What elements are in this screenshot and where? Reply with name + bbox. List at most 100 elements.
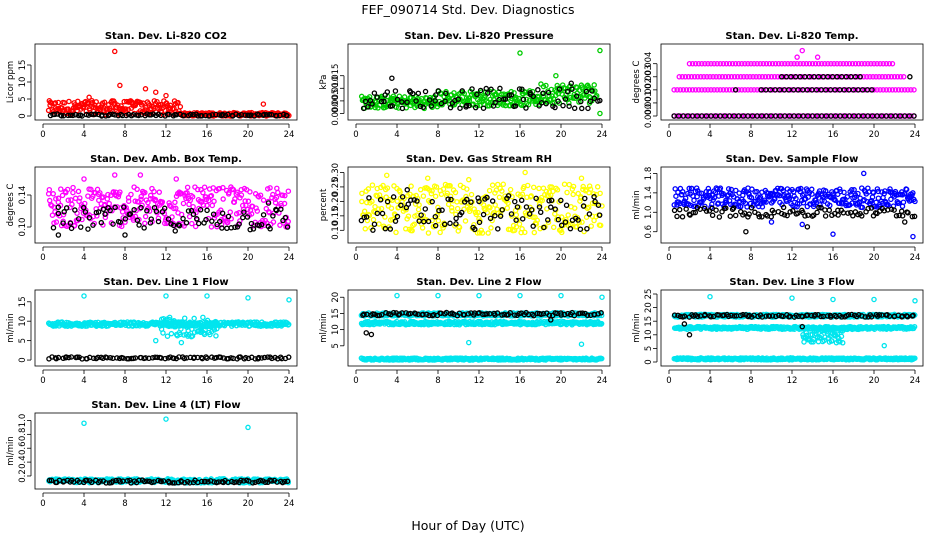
data-point bbox=[142, 220, 148, 227]
data-point bbox=[499, 188, 505, 194]
data-point bbox=[848, 187, 855, 193]
data-point bbox=[592, 88, 598, 94]
data-point bbox=[382, 225, 389, 232]
data-point bbox=[785, 60, 791, 67]
data-point bbox=[898, 87, 905, 93]
data-point bbox=[383, 172, 390, 179]
x-tick-label: 4 bbox=[707, 376, 712, 386]
data-point bbox=[813, 197, 819, 204]
data-point bbox=[254, 208, 261, 214]
data-point bbox=[60, 211, 67, 218]
data-point bbox=[685, 74, 692, 80]
y-tick-label: 0.10 bbox=[18, 218, 28, 237]
data-point bbox=[413, 311, 419, 317]
data-point bbox=[489, 198, 496, 204]
data-point bbox=[696, 190, 702, 196]
data-point bbox=[591, 95, 598, 102]
data-point bbox=[768, 213, 775, 220]
data-point bbox=[742, 87, 748, 93]
data-point bbox=[561, 311, 568, 318]
data-point bbox=[870, 74, 876, 80]
data-point bbox=[517, 50, 523, 56]
data-point bbox=[255, 354, 262, 361]
x-tick-label: 8 bbox=[122, 376, 127, 386]
data-point bbox=[555, 214, 561, 220]
data-point bbox=[854, 74, 861, 80]
data-point bbox=[730, 205, 737, 211]
data-point bbox=[733, 187, 739, 194]
data-point bbox=[563, 216, 569, 223]
data-point bbox=[172, 323, 179, 330]
y-tick-label: 0 bbox=[18, 113, 28, 118]
data-point bbox=[676, 206, 683, 213]
data-point bbox=[744, 204, 750, 210]
data-point bbox=[253, 205, 259, 211]
data-point bbox=[200, 189, 206, 196]
data-point bbox=[267, 226, 273, 232]
data-point bbox=[63, 354, 69, 360]
data-point bbox=[899, 213, 906, 219]
data-point bbox=[77, 224, 84, 230]
data-point bbox=[781, 212, 788, 218]
data-point bbox=[203, 216, 209, 223]
data-point bbox=[424, 175, 431, 181]
data-point bbox=[187, 111, 194, 118]
data-point bbox=[369, 101, 375, 107]
data-point bbox=[405, 201, 412, 207]
data-point bbox=[558, 197, 564, 204]
data-point bbox=[170, 222, 177, 229]
data-point bbox=[384, 185, 391, 191]
data-point bbox=[75, 216, 82, 222]
data-point bbox=[560, 102, 566, 109]
data-point bbox=[806, 87, 813, 93]
plot-frame bbox=[347, 43, 611, 121]
data-point bbox=[754, 60, 760, 67]
data-point bbox=[376, 312, 383, 319]
data-point bbox=[809, 186, 815, 193]
data-point bbox=[181, 315, 188, 322]
data-point bbox=[466, 97, 473, 104]
data-point bbox=[747, 74, 753, 80]
data-point bbox=[754, 113, 760, 119]
data-point bbox=[172, 228, 178, 234]
data-point bbox=[187, 197, 193, 204]
data-point bbox=[871, 60, 877, 67]
data-point bbox=[717, 87, 724, 93]
data-point bbox=[388, 205, 395, 211]
x-tick-label: 8 bbox=[435, 376, 440, 386]
data-point bbox=[902, 87, 908, 93]
data-point bbox=[380, 182, 386, 189]
data-point bbox=[826, 207, 833, 213]
data-point bbox=[744, 74, 750, 80]
plot-frame bbox=[34, 43, 298, 121]
data-point bbox=[686, 185, 692, 192]
data-point bbox=[751, 60, 757, 67]
data-point bbox=[572, 205, 578, 211]
data-point bbox=[55, 232, 62, 238]
data-point bbox=[117, 189, 123, 195]
data-point bbox=[378, 195, 385, 202]
data-point bbox=[591, 82, 597, 88]
x-tick-label: 20 bbox=[243, 130, 254, 140]
data-point bbox=[123, 205, 130, 211]
panel-title: Stan. Dev. Line 2 Flow bbox=[416, 277, 541, 288]
x-tick-label: 16 bbox=[515, 376, 526, 386]
data-point bbox=[148, 216, 154, 222]
y-tick-label: 10 bbox=[18, 316, 28, 327]
data-point bbox=[137, 172, 144, 178]
data-point bbox=[699, 60, 705, 67]
data-point bbox=[693, 185, 700, 191]
data-point bbox=[911, 113, 917, 119]
data-point bbox=[487, 204, 493, 211]
data-point bbox=[404, 187, 410, 193]
data-point bbox=[748, 194, 755, 201]
data-point bbox=[845, 74, 852, 80]
data-point bbox=[911, 213, 918, 220]
data-point bbox=[735, 87, 742, 93]
data-point bbox=[590, 191, 597, 197]
data-point bbox=[286, 112, 292, 119]
data-point bbox=[759, 214, 765, 220]
data-point bbox=[492, 99, 498, 106]
